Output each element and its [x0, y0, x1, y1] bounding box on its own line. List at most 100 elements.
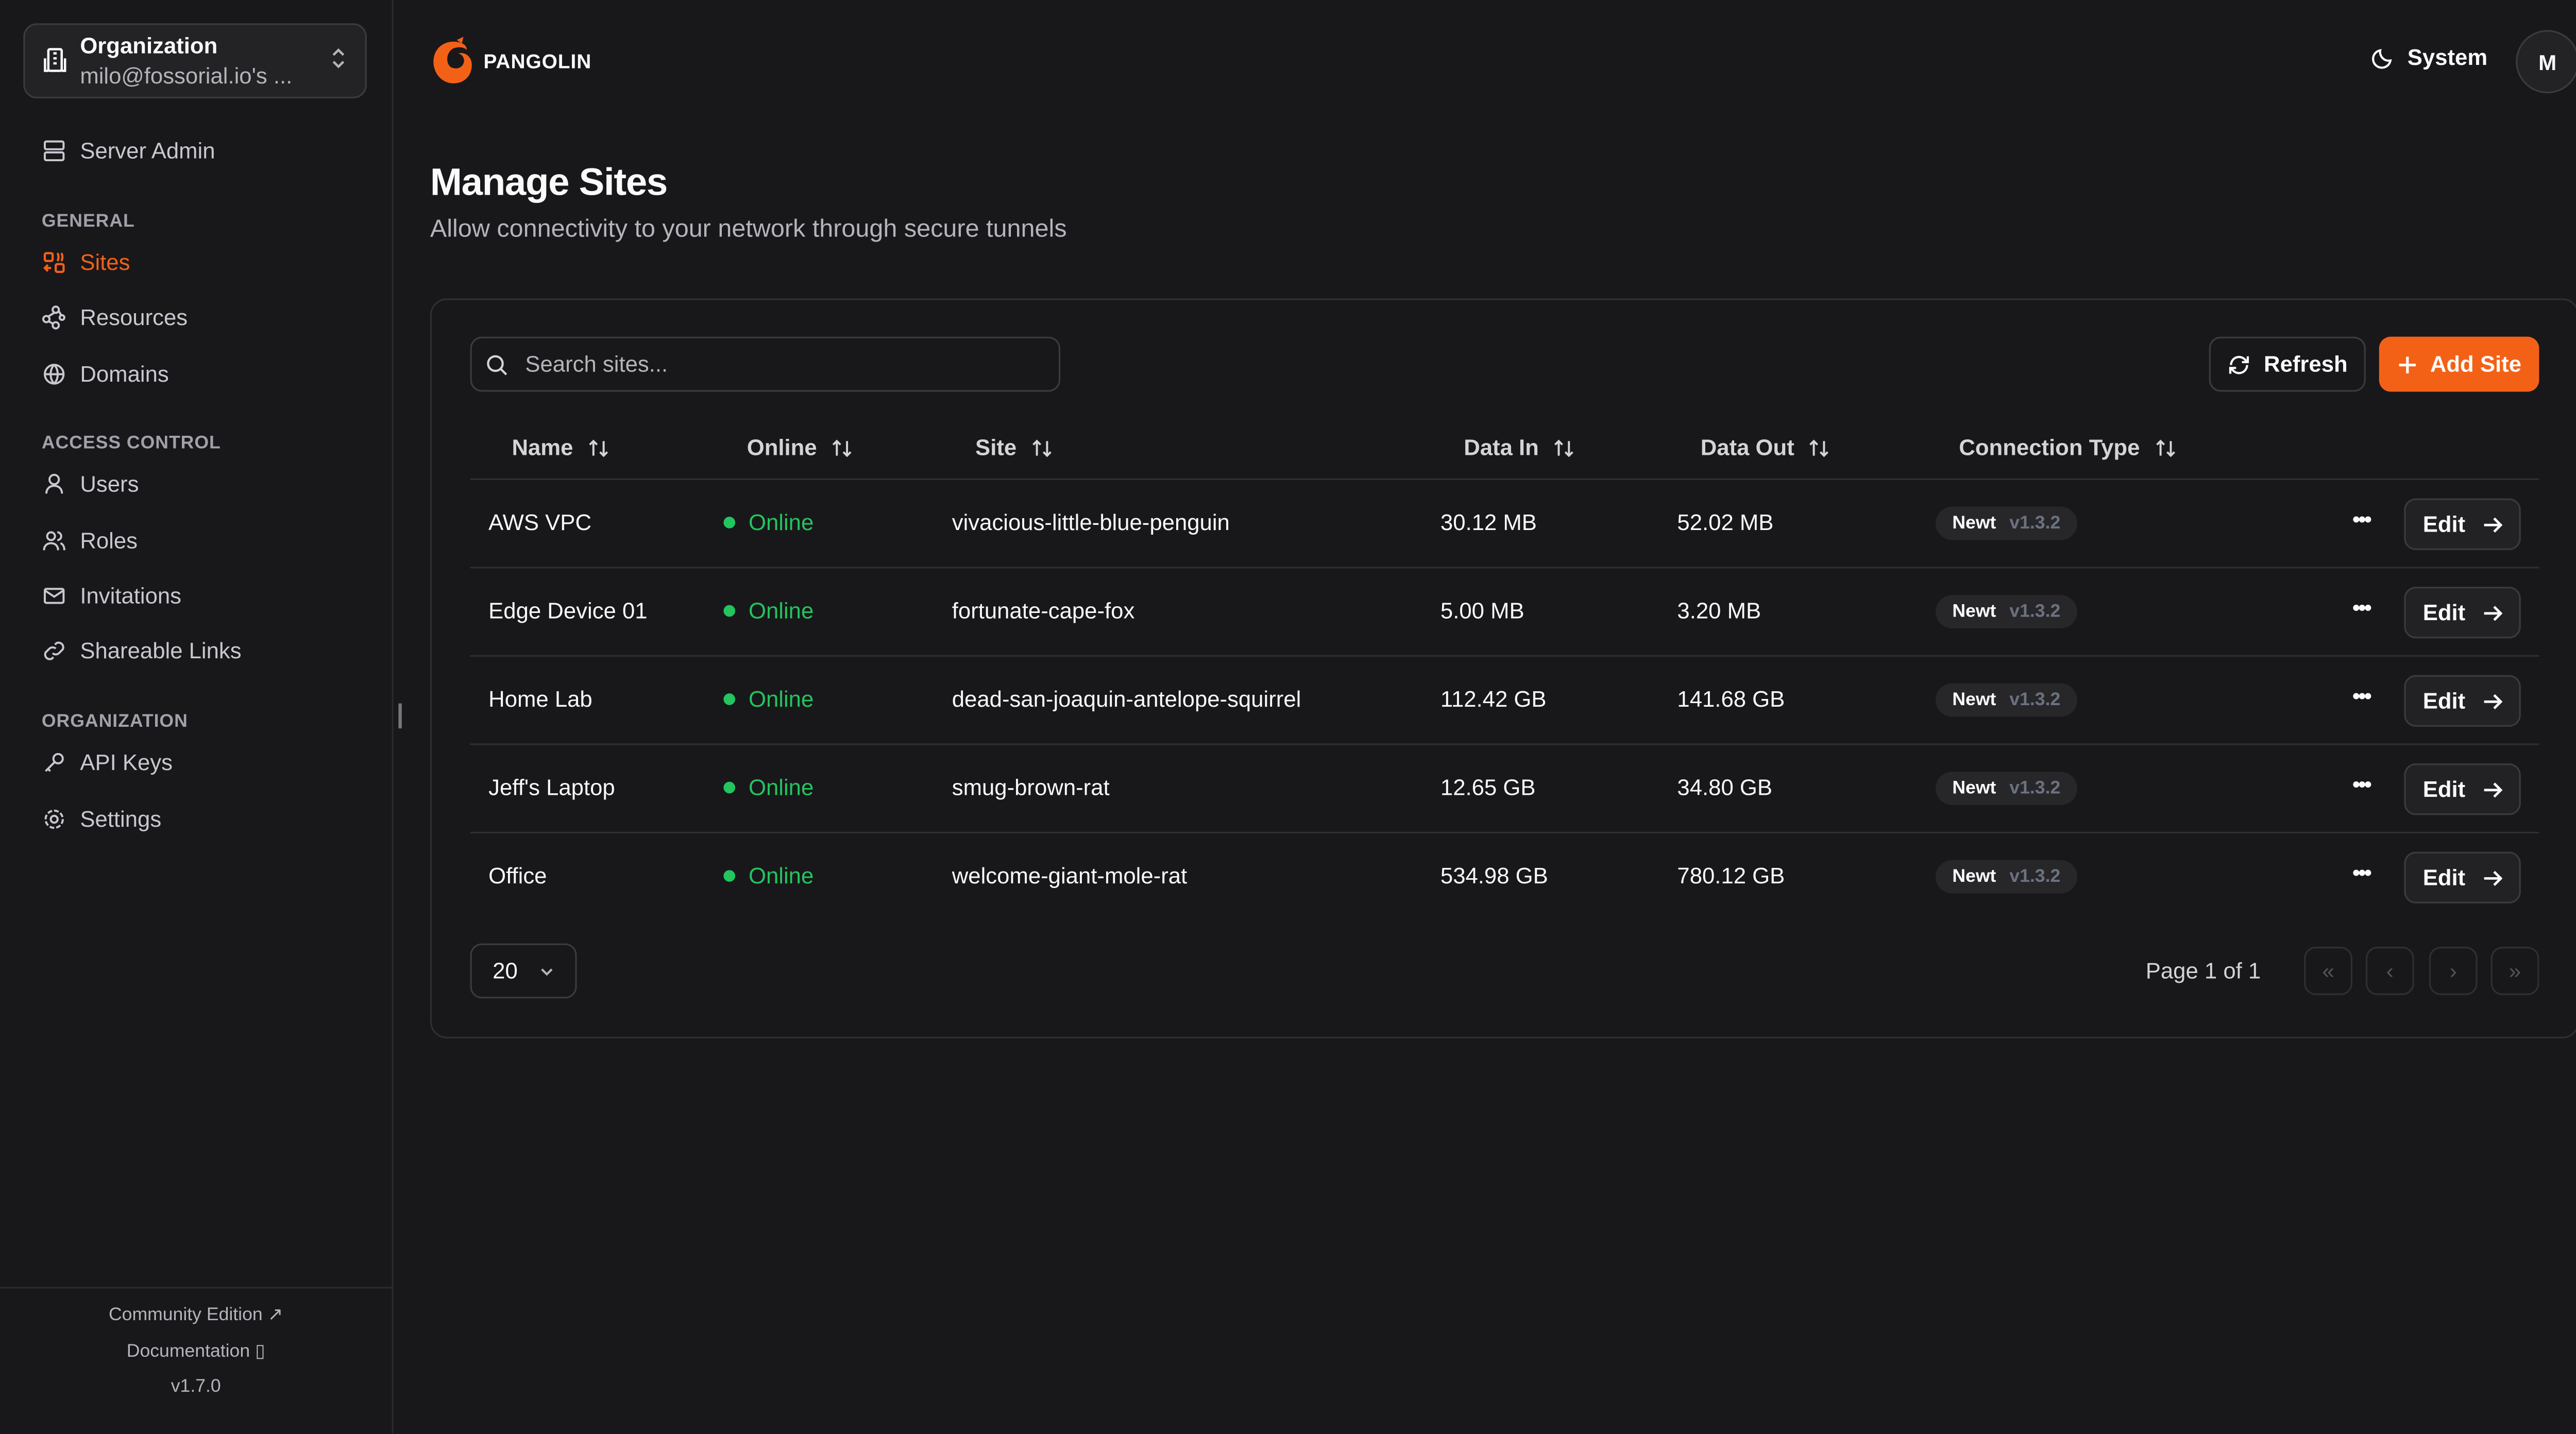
more-actions-icon[interactable]: ••• [2352, 683, 2372, 709]
documentation-link[interactable]: Documentation ▯ [0, 1340, 392, 1362]
chevron-left-icon: ‹ [2386, 958, 2394, 984]
prev-page-button[interactable]: ‹ [2365, 947, 2414, 995]
edit-button[interactable]: Edit [2404, 851, 2521, 903]
brand-logo[interactable]: PANGOLIN [430, 37, 591, 87]
edit-button[interactable]: Edit [2404, 763, 2521, 815]
sidebar-item-label: Sites [80, 250, 130, 275]
connection-version: v1.3.2 [2009, 690, 2061, 710]
more-actions-icon[interactable]: ••• [2352, 860, 2372, 885]
sort-icon [1809, 438, 1829, 456]
search-field[interactable] [470, 336, 1061, 392]
brand-name: PANGOLIN [483, 50, 592, 74]
sidebar-item-label: Resources [80, 305, 188, 330]
sidebar-item-settings[interactable]: Settings [42, 807, 161, 832]
plus-icon [2398, 355, 2415, 373]
sites-table-card: Refresh Add Site Name Online Site Data In Da… [430, 298, 2576, 1039]
edit-button[interactable]: Edit [2404, 498, 2521, 550]
arrow-right-icon [2483, 517, 2502, 532]
table-row[interactable]: Jeff's Laptop Online smug-brown-rat 12.6… [470, 743, 2539, 833]
server-icon [43, 140, 65, 162]
connection-type: Newt [1952, 602, 1996, 622]
page-size-value: 20 [493, 958, 518, 984]
edit-label: Edit [2422, 776, 2466, 802]
column-header-label: Name [512, 435, 573, 460]
sidebar-resize-handle[interactable] [398, 703, 402, 729]
arrow-right-icon [2483, 781, 2502, 797]
column-header[interactable]: Name [512, 435, 609, 460]
first-page-button[interactable]: « [2304, 947, 2352, 995]
sidebar-item-label: Server Admin [80, 138, 215, 164]
edit-button[interactable]: Edit [2404, 587, 2521, 639]
table-row[interactable]: AWS VPC Online vivacious-little-blue-pen… [470, 478, 2539, 569]
org-title: Organization [80, 33, 218, 59]
site-name: Office [488, 863, 547, 889]
table-row[interactable]: Office Online welcome-giant-mole-rat 534… [470, 831, 2539, 922]
sidebar-item-label: Shareable Links [80, 638, 242, 663]
sidebar-item-resources[interactable]: Resources [42, 305, 188, 330]
table-row[interactable]: Home Lab Online dead-san-joaquin-antelop… [470, 655, 2539, 745]
column-header[interactable]: Data Out [1701, 435, 1831, 460]
site-name: Jeff's Laptop [488, 775, 615, 800]
connection-type: Newt [1952, 866, 1996, 887]
link-icon [44, 641, 64, 660]
more-actions-icon[interactable]: ••• [2352, 772, 2372, 797]
add-site-button[interactable]: Add Site [2379, 336, 2539, 392]
sidebar-item-label: API Keys [80, 750, 173, 775]
connection-type: Newt [1952, 513, 1996, 534]
edit-button[interactable]: Edit [2404, 675, 2521, 727]
data-out: 141.68 GB [1677, 687, 1785, 712]
sidebar-item-sites[interactable]: Sites [42, 250, 130, 275]
section-access-control: ACCESS CONTROL [41, 433, 221, 454]
sidebar-item-roles[interactable]: Roles [42, 528, 138, 553]
book-icon: ▯ [255, 1341, 265, 1362]
refresh-icon [2229, 355, 2249, 373]
org-switcher[interactable]: Organization milo@fossorial.io's ... [23, 23, 367, 98]
key-icon [45, 753, 64, 772]
moon-icon [2372, 48, 2392, 68]
next-page-button[interactable]: › [2429, 947, 2478, 995]
column-header[interactable]: Site [975, 435, 1053, 460]
column-header[interactable]: Data In [1464, 435, 1575, 460]
connection-type-badge: Newt v1.3.2 [1935, 772, 2077, 805]
theme-toggle[interactable]: System [2371, 45, 2487, 70]
mail-icon [43, 588, 65, 604]
org-name: milo@fossorial.io's ... [80, 63, 293, 89]
site-identifier: dead-san-joaquin-antelope-squirrel [952, 687, 1301, 712]
pangolin-logo-icon [433, 37, 472, 83]
data-out: 52.02 MB [1677, 510, 1774, 535]
connection-version: v1.3.2 [2009, 602, 2061, 622]
online-status: Online [723, 863, 814, 889]
refresh-label: Refresh [2264, 351, 2348, 377]
sidebar-item-invitations[interactable]: Invitations [42, 584, 181, 608]
column-header[interactable]: Connection Type [1959, 435, 2176, 460]
connection-type-badge: Newt v1.3.2 [1935, 860, 2077, 894]
page-subtitle: Allow connectivity to your network throu… [430, 215, 1067, 244]
site-identifier: smug-brown-rat [952, 775, 1110, 800]
sidebar-item-shareable-links[interactable]: Shareable Links [42, 638, 242, 663]
community-edition-link[interactable]: Community Edition ↗ [0, 1304, 392, 1325]
site-identifier: fortunate-cape-fox [952, 598, 1135, 624]
search-input[interactable] [521, 350, 1029, 379]
sidebar-item-api-keys[interactable]: API Keys [42, 750, 173, 775]
last-page-button[interactable]: » [2490, 947, 2539, 995]
chevrons-up-down-icon [332, 48, 345, 69]
page-size-select[interactable]: 20 [470, 943, 577, 999]
data-out: 3.20 MB [1677, 598, 1761, 624]
more-actions-icon[interactable]: ••• [2352, 506, 2372, 532]
more-actions-icon[interactable]: ••• [2352, 595, 2372, 620]
status-dot [723, 781, 736, 794]
status-dot [723, 870, 736, 882]
sidebar-item-domains[interactable]: Domains [42, 362, 169, 387]
sidebar-item-server-admin[interactable]: Server Admin [42, 138, 215, 164]
data-in: 12.65 GB [1440, 775, 1536, 800]
connection-type: Newt [1952, 778, 1996, 799]
building-icon [44, 48, 66, 72]
search-icon [487, 354, 507, 374]
table-row[interactable]: Edge Device 01 Online fortunate-cape-fox… [470, 567, 2539, 657]
sidebar-item-users[interactable]: Users [42, 472, 139, 497]
column-header[interactable]: Online [747, 435, 854, 460]
column-header-label: Connection Type [1959, 435, 2140, 460]
refresh-button[interactable]: Refresh [2209, 336, 2366, 392]
column-header-label: Data Out [1700, 435, 1794, 460]
avatar[interactable]: M [2516, 30, 2576, 94]
